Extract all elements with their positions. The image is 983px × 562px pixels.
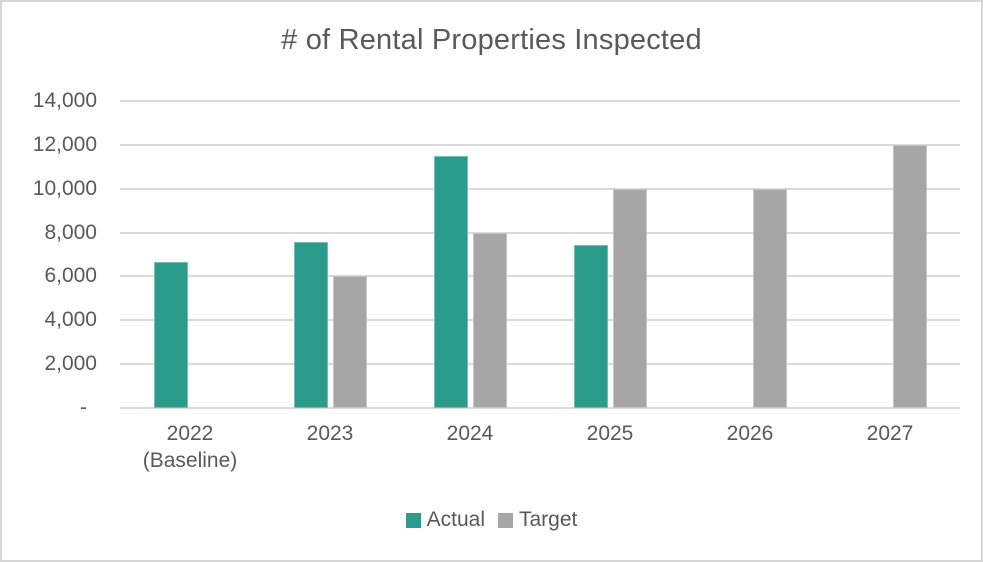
bar-actual-2023 <box>294 242 328 408</box>
legend-item-actual: Actual <box>405 508 485 532</box>
x-label-2022: 2022 (Baseline) <box>110 420 270 474</box>
bar-target-2025 <box>613 188 647 408</box>
x-label-line: 2023 <box>306 422 354 445</box>
y-tick-label-8000: 8,000 <box>44 220 97 244</box>
gridline-14000 <box>120 100 960 102</box>
bar-actual-2025 <box>574 244 608 408</box>
bar-target-2024 <box>473 232 507 408</box>
legend: Actual Target <box>2 508 981 532</box>
x-label-2025: 2025 <box>530 420 690 447</box>
bar-target-2026 <box>753 188 787 408</box>
x-label-line: 2025 <box>586 422 634 445</box>
gridline-2000 <box>120 363 960 366</box>
legend-item-target: Target <box>498 508 577 532</box>
legend-label-target: Target <box>519 508 578 531</box>
x-label-line: 2026 <box>726 422 774 445</box>
x-label-2023: 2023 <box>250 420 410 447</box>
legend-label-actual: Actual <box>426 508 485 531</box>
y-tick-label-0: - <box>80 396 87 419</box>
x-label-line: 2027 <box>866 422 914 445</box>
x-label-2026: 2026 <box>670 420 830 447</box>
gridline-8000 <box>120 231 960 234</box>
legend-swatch-actual <box>405 512 421 528</box>
gridline-12000 <box>120 143 960 146</box>
y-tick-label-2000: 2,000 <box>44 352 97 376</box>
bar-target-2023 <box>333 276 367 408</box>
x-label-line: 2024 <box>446 422 494 445</box>
x-label-2024: 2024 <box>390 420 550 447</box>
gridline-0 <box>120 407 960 409</box>
gridline-6000 <box>120 275 960 278</box>
y-tick-label-10000: 10,000 <box>32 176 97 200</box>
gridline-10000 <box>120 187 960 190</box>
y-tick-label-4000: 4,000 <box>44 308 97 332</box>
x-label-line: (Baseline) <box>142 449 238 472</box>
y-tick-label-14000: 14,000 <box>32 89 97 112</box>
chart-title: # of Rental Properties Inspected <box>281 24 702 56</box>
bar-actual-2022 <box>154 262 188 408</box>
gridline-4000 <box>120 319 960 322</box>
y-tick-label-12000: 12,000 <box>32 132 97 156</box>
x-label-2027: 2027 <box>810 420 970 447</box>
legend-swatch-target <box>498 512 513 528</box>
bar-actual-2024 <box>434 155 468 408</box>
bar-target-2027 <box>893 144 927 408</box>
x-label-line: 2022 <box>166 422 214 445</box>
y-tick-label-6000: 6,000 <box>44 264 97 288</box>
